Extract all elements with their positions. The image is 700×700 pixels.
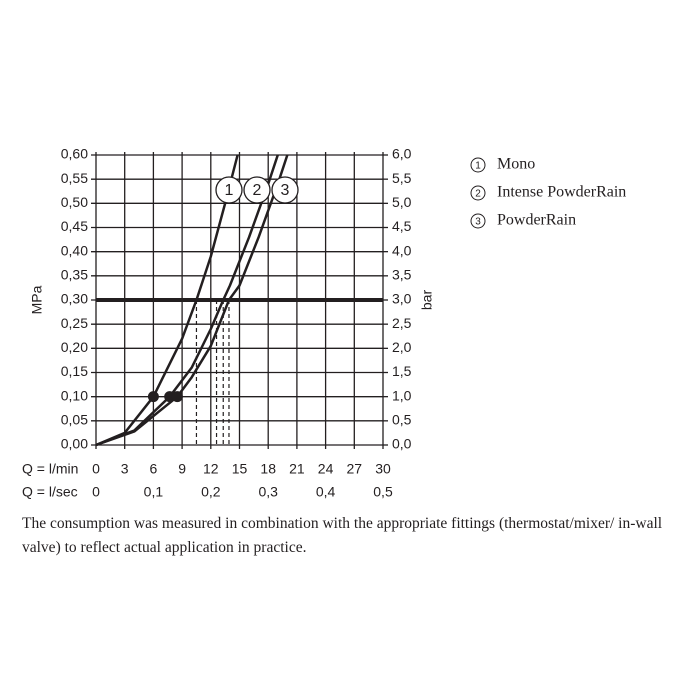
x-tick-label: 18: [260, 461, 276, 477]
curve-label: 2: [253, 182, 262, 199]
y2-axis-title: bar: [419, 290, 435, 311]
legend-label: Mono: [497, 156, 535, 173]
y-tick-label: 0,40: [61, 242, 88, 258]
x-tick-label: 0: [92, 461, 100, 477]
y-tick-label: 0,35: [61, 267, 88, 283]
curve: [95, 154, 289, 447]
y2-tick-label: 1,0: [392, 387, 412, 403]
curve-label: 1: [225, 182, 234, 199]
legend-symbol: [470, 157, 486, 173]
x2-axis-title: Q = l/sec: [22, 484, 78, 500]
x2-tick-label: 0,1: [144, 484, 164, 500]
y2-tick-label: 3,0: [392, 291, 412, 307]
y2-tick-label: 3,5: [392, 267, 412, 283]
x-axis-title: Q = l/min: [22, 461, 78, 477]
note-box: The consumption was measured in combinat…: [22, 515, 663, 556]
y-tick-label: 0,50: [61, 194, 88, 210]
y2-tick-label: 6,0: [392, 146, 412, 162]
x-tick-label: 6: [150, 461, 158, 477]
y2-tick-label: 1,5: [392, 363, 412, 379]
y-tick-label: 0,30: [61, 291, 88, 307]
marker: [147, 391, 159, 403]
note: The consumption was measured in combinat…: [22, 515, 663, 556]
curve: [95, 154, 279, 447]
x2-tick-label: 0,4: [316, 484, 336, 500]
curve-label-circle: [271, 176, 299, 204]
y2-tick-label: 2,0: [392, 339, 412, 355]
y2-tick-label: 5,5: [392, 170, 412, 186]
x2-tick-label: 0,3: [258, 484, 278, 500]
curve-label: 3: [281, 182, 290, 199]
y2-tick-label: 4,5: [392, 218, 412, 234]
y-tick-label: 0,10: [61, 387, 88, 403]
x-tick-label: 30: [375, 461, 391, 477]
curve-label-circle: [215, 176, 243, 204]
x-tick-label: 21: [289, 461, 305, 477]
curve: [95, 154, 239, 447]
x2-tick-label: 0,5: [373, 484, 393, 500]
x-tick-label: 9: [178, 461, 186, 477]
curve-label-circle: [243, 176, 271, 204]
legend-symbol-number: 3: [475, 217, 481, 228]
legend-label: PowderRain: [497, 212, 576, 229]
y-tick-label: 0,55: [61, 170, 88, 186]
x2-tick-label: 0: [92, 484, 100, 500]
y-tick-label: 0,20: [61, 339, 88, 355]
y2-tick-label: 2,5: [392, 315, 412, 331]
y2-tick-label: 5,0: [392, 194, 412, 210]
x-tick-label: 27: [347, 461, 363, 477]
y-tick-label: 0,15: [61, 363, 88, 379]
x-tick-label: 3: [121, 461, 129, 477]
y-tick-label: 0,45: [61, 218, 88, 234]
x-tick-label: 24: [318, 461, 334, 477]
legend-label: Intense PowderRain: [497, 184, 626, 201]
y-tick-label: 0,25: [61, 315, 88, 331]
legend-symbol: [470, 185, 486, 201]
y2-tick-label: 4,0: [392, 242, 412, 258]
y-axis-title: MPa: [29, 285, 45, 314]
x-tick-label: 15: [232, 461, 248, 477]
y2-tick-label: 0,0: [392, 436, 412, 452]
legend-symbol-number: 2: [475, 189, 481, 200]
y-tick-label: 0,05: [61, 412, 88, 428]
legend-symbol: [470, 213, 486, 229]
x-tick-label: 12: [203, 461, 219, 477]
x2-tick-label: 0,2: [201, 484, 221, 500]
y-tick-label: 0,60: [61, 146, 88, 162]
legend-symbol-number: 1: [475, 161, 481, 172]
marker: [171, 391, 183, 403]
y-tick-label: 0,00: [61, 436, 88, 452]
y2-tick-label: 0,5: [392, 412, 412, 428]
